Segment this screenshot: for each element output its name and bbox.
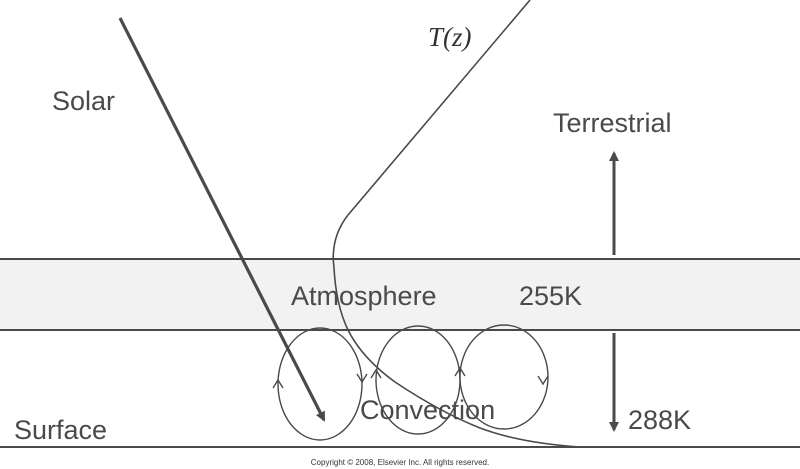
convection-label: Convection [360,395,496,425]
surface-temperature-label: 288K [628,405,692,435]
convection-arrow-4-icon [454,366,466,377]
temperature-profile-label: T(z) [428,22,472,52]
terrestrial-label: Terrestrial [553,108,672,138]
copyright-notice: Copyright © 2008, Elsevier Inc. All righ… [310,458,490,467]
convection-arrow-5-icon [537,375,549,386]
arrow-down-right-icon [118,17,326,422]
atmosphere-label: Atmosphere [291,281,437,311]
atmosphere-band [0,259,800,330]
convection-arrow-2-icon [356,373,368,384]
surface-label: Surface [14,415,108,445]
solar-label: Solar [52,86,116,116]
temperature-profile-curve [332,0,581,448]
convection-loop-1 [277,327,363,441]
convection-arrow-3-icon [370,368,382,379]
convection-arrow-1-icon [272,378,284,389]
atmosphere-temperature-label: 255K [519,281,583,311]
